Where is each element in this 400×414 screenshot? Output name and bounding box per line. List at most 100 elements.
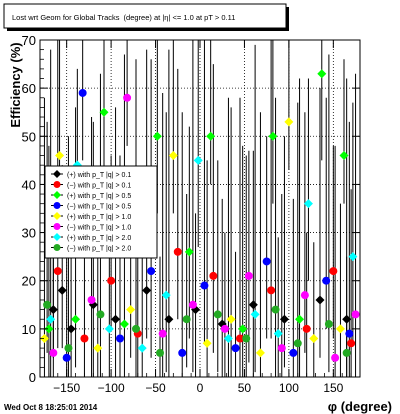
data-point (161, 290, 171, 300)
y-tick-label: 70 (22, 33, 36, 48)
data-point (64, 344, 73, 353)
data-point (250, 309, 260, 319)
data-point (184, 247, 194, 257)
data-point (39, 333, 49, 343)
data-point (220, 324, 229, 333)
data-point (300, 291, 309, 300)
data-point (71, 314, 81, 324)
data-point (223, 333, 233, 343)
data-point (293, 339, 302, 348)
data-point (244, 271, 253, 280)
y-tick-label: 40 (22, 177, 36, 192)
legend-label: (−) with p_T |q| > 1.0 (67, 225, 131, 232)
data-point (351, 310, 360, 319)
x-tick-label: 100 (279, 381, 299, 395)
data-point (342, 314, 352, 324)
data-point (348, 252, 358, 262)
data-point (104, 324, 114, 334)
legend-marker (53, 233, 61, 241)
data-point (93, 343, 103, 353)
data-point (345, 329, 354, 338)
data-point (248, 300, 258, 310)
data-point (132, 324, 140, 333)
data-point (289, 348, 298, 357)
data-point (137, 343, 147, 353)
legend-label: (+) with p_T |q| > 2.0 (67, 235, 131, 242)
svg-text:Lost wrt Geom for Global Track: Lost wrt Geom for Global Tracks (degree) … (12, 13, 235, 22)
data-point (335, 324, 345, 334)
data-point (209, 271, 218, 280)
legend-label: (−) with p_T |q| > 0.5 (67, 204, 131, 211)
data-point (142, 285, 152, 295)
legend-label: (−) with p_T |q| > 0.1 (67, 183, 131, 190)
data-point (119, 319, 129, 329)
y-tick-label: 60 (22, 81, 36, 96)
data-point (107, 276, 116, 285)
data-point (206, 131, 216, 141)
data-point (236, 334, 244, 343)
data-point (156, 348, 164, 357)
data-point (342, 348, 351, 357)
data-point (200, 281, 209, 290)
legend-label: (+) with p_T |q| > 0.1 (67, 172, 131, 179)
axis-ticks: −150 −100 −50 0 50 100 150 0 10 20 30 40 50 60 70 (22, 33, 361, 395)
legend-marker (53, 202, 61, 209)
y-tick-label: 50 (22, 129, 36, 144)
data-point (262, 257, 271, 266)
legend-label: (+) with p_T |q| > 1.0 (67, 214, 131, 221)
data-point (303, 199, 313, 209)
legend-label: (−) with p_T |q| > 2.0 (67, 246, 131, 253)
data-point (268, 131, 278, 141)
data-point (168, 151, 178, 161)
data-point (231, 344, 240, 353)
data-point (302, 324, 311, 333)
data-point (279, 314, 289, 324)
x-tick-label: −150 (53, 381, 80, 395)
legend-marker (53, 181, 61, 188)
y-axis-label: Efficiency (%) (8, 42, 23, 127)
data-point (164, 314, 174, 324)
data-point (322, 276, 331, 285)
data-point (152, 131, 162, 141)
y-tick-label: 10 (22, 322, 36, 337)
data-point (277, 344, 286, 353)
data-point (80, 334, 89, 343)
data-point (62, 353, 71, 362)
x-tick-label: 50 (238, 381, 252, 395)
data-point (284, 117, 294, 127)
data-point (329, 267, 338, 276)
x-tick-label: −100 (98, 381, 125, 395)
data-point (55, 151, 65, 161)
data-point (96, 310, 105, 319)
title-box: Lost wrt Geom for Global Tracks (degree) … (3, 3, 289, 31)
y-tick-label: 20 (22, 274, 36, 289)
data-point (315, 295, 325, 305)
data-point (53, 267, 62, 276)
data-point (44, 324, 54, 334)
data-point (123, 93, 132, 102)
data-point (202, 338, 212, 348)
data-point (57, 285, 67, 295)
data-point (271, 305, 280, 314)
data-point (178, 348, 187, 357)
data-point (173, 247, 182, 256)
chart-title-part2: (degree) at |η| <= 1.0 at pT > 0.11 (124, 13, 236, 22)
data-point (49, 348, 58, 357)
data-point (295, 314, 305, 324)
x-tick-label: −50 (145, 381, 166, 395)
legend-marker (53, 191, 61, 199)
data-point (317, 69, 327, 79)
y-tick-label: 30 (22, 226, 36, 241)
y-tick-label: 0 (29, 370, 36, 385)
data-point (126, 305, 136, 315)
legend-label: (+) with p_T |q| > 0.5 (67, 193, 131, 200)
data-point (331, 353, 340, 362)
data-point (309, 333, 319, 343)
x-tick-label: 0 (197, 381, 204, 395)
data-point (226, 314, 236, 324)
data-point (273, 329, 283, 339)
legend-marker (53, 212, 61, 220)
data-point (116, 334, 124, 343)
data-point (66, 324, 76, 334)
